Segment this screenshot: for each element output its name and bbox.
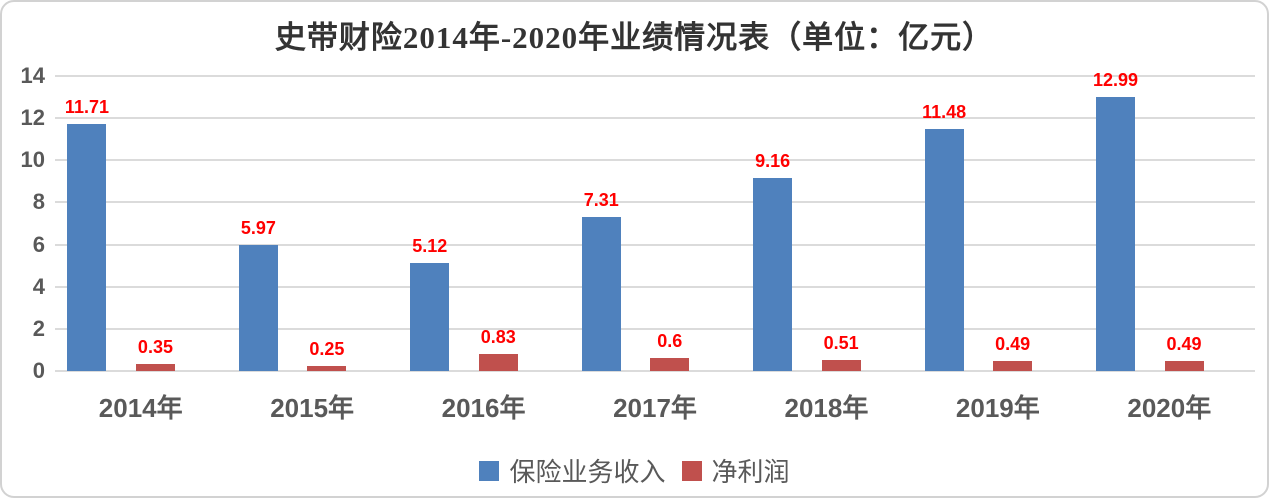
value-label-保险业务收入-2015年: 5.97 xyxy=(240,218,276,239)
x-tick-label-2015年: 2015年 xyxy=(270,393,355,423)
bar-保险业务收入-2017年 xyxy=(581,216,621,371)
value-label-保险业务收入-2014年: 11.71 xyxy=(64,97,109,118)
legend-swatch-净利润 xyxy=(681,460,702,481)
bar-净利润-2019年 xyxy=(993,360,1033,371)
value-label-净利润-2019年: 0.49 xyxy=(995,333,1031,354)
bar-净利润-2016年 xyxy=(478,353,518,371)
gridline-y-10 xyxy=(55,159,1255,162)
legend: 保险业务收入 净利润 xyxy=(2,452,1267,489)
value-label-净利润-2015年: 0.25 xyxy=(309,338,345,359)
value-label-保险业务收入-2020年: 12.99 xyxy=(1093,70,1139,91)
gridline-y-4 xyxy=(55,285,1255,288)
bar-保险业务收入-2020年 xyxy=(1096,97,1136,371)
gridline-y-2 xyxy=(55,327,1255,330)
gridline-y-6 xyxy=(55,243,1255,246)
bar-保险业务收入-2014年 xyxy=(67,124,107,371)
gridline-y-8 xyxy=(55,201,1255,204)
bar-净利润-2020年 xyxy=(1164,360,1204,371)
y-tick-label-4: 4 xyxy=(32,273,45,299)
legend-item-净利润: 净利润 xyxy=(681,452,790,489)
bar-保险业务收入-2018年 xyxy=(753,178,793,371)
y-tick-label-2: 2 xyxy=(32,315,45,341)
x-tick-label-2016年: 2016年 xyxy=(441,393,526,423)
bar-保险业务收入-2016年 xyxy=(410,263,450,371)
x-tick-label-2018年: 2018年 xyxy=(784,393,869,423)
y-tick-label-10: 10 xyxy=(20,147,45,173)
y-tick-label-6: 6 xyxy=(32,231,45,257)
gridline-y-12 xyxy=(55,117,1255,120)
x-tick-label-2014年: 2014年 xyxy=(98,393,183,423)
value-label-保险业务收入-2016年: 5.12 xyxy=(412,236,448,257)
y-tick-label-14: 14 xyxy=(20,63,45,88)
value-label-净利润-2018年: 0.51 xyxy=(823,333,859,354)
legend-item-保险业务收入: 保险业务收入 xyxy=(479,452,666,489)
legend-label-净利润: 净利润 xyxy=(711,458,790,487)
x-axis: 2014年 2015年 2016年 2017年 2018年 2019年 2020年 xyxy=(55,388,1255,424)
plot-area: 11.71 0.35 5.97 0.25 5.12 0.83 7.31 0.6 9.16 0.51… xyxy=(55,70,1255,372)
value-label-保险业务收入-2019年: 11.48 xyxy=(922,102,967,123)
bar-净利润-2017年 xyxy=(650,358,690,371)
bar-保险业务收入-2015年 xyxy=(238,245,278,371)
x-tick-label-2020年: 2020年 xyxy=(1127,393,1212,423)
legend-swatch-保险业务收入 xyxy=(479,460,500,481)
bar-净利润-2014年 xyxy=(135,363,175,371)
x-tick-label-2017年: 2017年 xyxy=(613,393,697,423)
bar-净利润-2015年 xyxy=(307,365,347,371)
x-tick-label-2019年: 2019年 xyxy=(955,393,1040,423)
bar-保险业务收入-2019年 xyxy=(924,129,964,371)
value-label-保险业务收入-2018年: 9.16 xyxy=(755,151,791,171)
y-axis: 0 2 4 6 8 10 12 14 xyxy=(2,63,47,383)
value-label-净利润-2020年: 0.49 xyxy=(1166,333,1202,354)
y-tick-label-0: 0 xyxy=(32,358,45,383)
gridline-y-0 xyxy=(55,370,1255,372)
gridline-y-14 xyxy=(55,75,1255,77)
value-label-净利润-2016年: 0.83 xyxy=(480,326,516,347)
bar-净利润-2018年 xyxy=(821,360,861,371)
legend-label-保险业务收入: 保险业务收入 xyxy=(509,458,666,487)
chart-title: 史带财险2014年-2020年业绩情况表（单位：亿元） xyxy=(274,20,995,55)
value-label-净利润-2017年: 0.6 xyxy=(657,331,683,352)
y-tick-label-8: 8 xyxy=(32,189,45,215)
value-label-净利润-2014年: 0.35 xyxy=(137,336,173,357)
value-label-保险业务收入-2017年: 7.31 xyxy=(583,189,619,210)
y-tick-label-12: 12 xyxy=(20,105,45,131)
